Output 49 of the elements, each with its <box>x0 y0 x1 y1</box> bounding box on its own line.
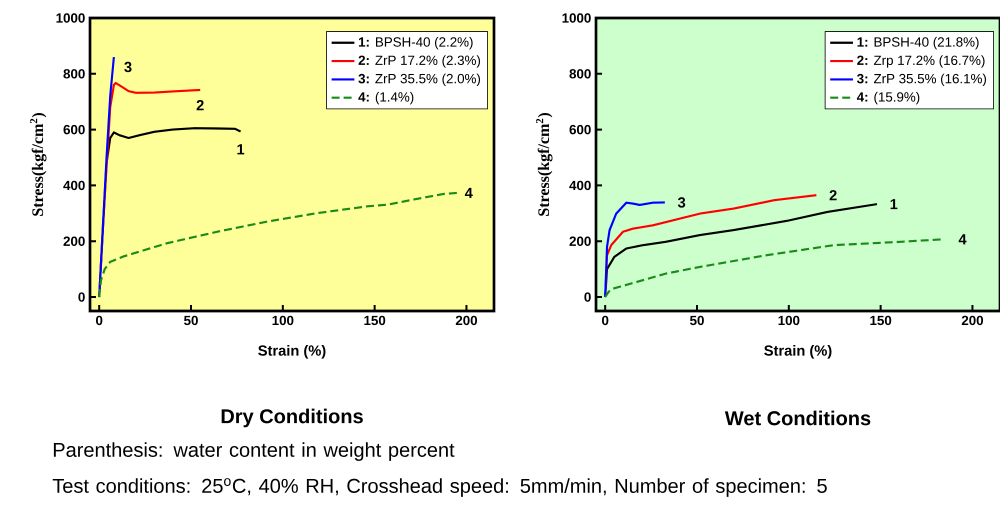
annotation: 3 <box>678 197 686 208</box>
legend-label: 3: ZrP 35.5% (16.1%) <box>857 74 986 86</box>
x-tick-label: 50 <box>690 316 704 326</box>
y-tick-label: 200 <box>64 236 85 246</box>
legend-label: 4: (15.9%) <box>856 92 920 104</box>
legend-label: 2: Zrp 17.2% (16.7%) <box>857 55 985 68</box>
text: Test conditions: 25$^{o}$C, 40% RH, Crosshead speed: 5mm/min, Number of specimen: 5 <box>52 478 827 497</box>
x-tick-label: 0 <box>96 316 102 326</box>
annotation: 3 <box>124 62 132 72</box>
y-tick-label: 1000 <box>56 13 85 23</box>
text: Parenthesis: water content in weight percent <box>54 442 455 461</box>
y-tick-label: 400 <box>569 180 591 190</box>
annotation: 2 <box>830 190 837 200</box>
x-axis-title: Strain (%) <box>764 344 832 359</box>
x-tick-label: 0 <box>602 316 608 326</box>
y-tick-label: 400 <box>63 180 85 190</box>
y-axis-title: Stress(kgf/cm$^{2}$) <box>536 113 552 216</box>
x-axis-title: Strain (%) <box>258 344 326 359</box>
text: Dry Conditions <box>222 408 363 428</box>
x-tick-label: 100 <box>272 316 294 326</box>
annotation: 4 <box>464 188 473 198</box>
x-tick-label: 100 <box>778 316 800 326</box>
y-tick-label: 0 <box>584 292 591 302</box>
x-tick-label: 50 <box>184 316 198 326</box>
y-tick-label: 800 <box>63 69 85 79</box>
line-series <box>98 56 115 298</box>
legend-label: 1: BPSH-40 (2.2%) <box>358 36 473 50</box>
legend-label: 1: BPSH-40 (21.8%) <box>858 36 979 50</box>
y-axis-title: Stress(kgf/cm$^{2}$) <box>30 113 46 216</box>
x-tick-label: 150 <box>364 316 386 326</box>
x-tick-label: 200 <box>962 316 984 326</box>
y-tick-label: 800 <box>569 69 591 79</box>
x-tick-label: 200 <box>456 316 478 326</box>
annotation: 2 <box>196 100 204 110</box>
annotation: 4 <box>958 234 967 244</box>
y-tick-label: 1000 <box>562 13 591 23</box>
line-series <box>604 201 666 298</box>
legend-label: 2: ZrP 17.2% (2.3%) <box>358 55 480 68</box>
y-tick-label: 600 <box>64 124 85 134</box>
text: Wet Conditions <box>724 410 870 426</box>
line-series <box>98 192 458 298</box>
annotation: 1 <box>237 144 244 154</box>
x-tick-label: 150 <box>870 316 892 326</box>
legend-label: 4: (1.4%) <box>358 92 414 104</box>
y-tick-label: 600 <box>570 124 591 134</box>
y-tick-label: 200 <box>570 236 591 246</box>
annotation: 1 <box>890 199 898 210</box>
y-tick-label: 0 <box>78 292 85 302</box>
legend-label: 3: ZrP 35.5% (2.0%) <box>358 74 480 86</box>
